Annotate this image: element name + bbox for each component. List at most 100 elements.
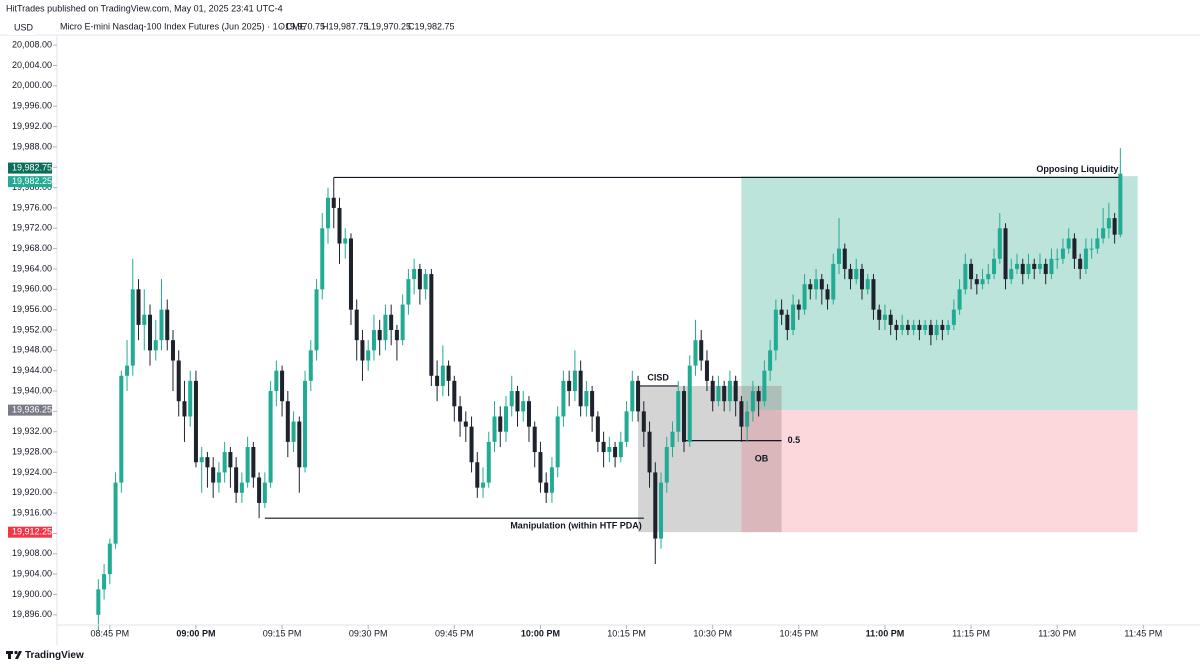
candle-body — [1089, 248, 1094, 250]
y-tick-label: 19,900.00 — [12, 589, 52, 599]
y-tick-label: 19,920.00 — [12, 487, 52, 497]
currency-box — [8, 20, 36, 35]
candle-body — [297, 421, 302, 468]
candle-body — [182, 401, 187, 417]
zone-box — [741, 410, 1138, 533]
candle-body — [452, 380, 457, 407]
y-tick-label: 19,996.00 — [12, 101, 52, 111]
candle-body — [257, 477, 262, 503]
candle-body — [900, 324, 905, 330]
candle-body — [509, 391, 514, 407]
price-label: 19,982.25 — [12, 176, 52, 186]
candle-body — [544, 482, 549, 493]
x-tick-label: 09:30 PM — [349, 628, 388, 638]
candle-body — [664, 446, 669, 483]
y-tick-label: 19,956.00 — [12, 304, 52, 314]
candle-body — [412, 268, 417, 280]
candle-body — [1078, 258, 1083, 269]
candle-body — [773, 309, 778, 351]
candle-body — [274, 370, 279, 392]
candle-body — [923, 324, 928, 330]
candle-body — [481, 482, 486, 488]
candle-body — [992, 258, 997, 275]
candle-body — [986, 274, 991, 280]
y-tick-label: 19,928.00 — [12, 446, 52, 456]
level-label: 0.5 — [788, 435, 801, 445]
candle-body — [590, 391, 595, 417]
y-tick-label: 19,948.00 — [12, 345, 52, 355]
candle-body — [463, 421, 468, 427]
y-tick-label: 19,968.00 — [12, 243, 52, 253]
candle-body — [176, 360, 181, 402]
candle-body — [630, 380, 635, 412]
candle-body — [1060, 248, 1065, 259]
candle-body — [291, 421, 296, 442]
candle-body — [859, 268, 864, 290]
candle-body — [842, 248, 847, 269]
level-label: Manipulation (within HTF PDA) — [510, 521, 641, 531]
candle-body — [814, 279, 819, 290]
candle-body — [561, 380, 566, 417]
brand-logo — [6, 650, 22, 659]
zone-box — [741, 176, 1138, 411]
candle-body — [882, 314, 887, 320]
y-tick-label: 19,992.00 — [12, 121, 52, 131]
candle-body — [779, 309, 784, 315]
y-tick-label: 19,952.00 — [12, 324, 52, 334]
y-tick-label: 19,960.00 — [12, 284, 52, 294]
candle-body — [486, 441, 491, 483]
candle-body — [1101, 228, 1106, 239]
candle-body — [848, 268, 853, 280]
candle-body — [383, 314, 388, 341]
candle-body — [119, 375, 124, 483]
candle-body — [102, 574, 107, 590]
candle-body — [251, 446, 256, 478]
candle-body — [526, 401, 531, 427]
y-tick-label: 19,932.00 — [12, 426, 52, 436]
candle-body — [308, 350, 313, 381]
candle-body — [354, 309, 359, 341]
y-tick-label: 19,916.00 — [12, 507, 52, 517]
candle-body — [802, 284, 807, 310]
candle-body — [1083, 248, 1088, 269]
candle-body — [113, 482, 118, 544]
candle-body — [549, 467, 554, 493]
candle-body — [601, 441, 606, 453]
candle-body — [934, 324, 939, 336]
candle-body — [515, 391, 520, 412]
candle-body — [371, 330, 376, 351]
candle-body — [584, 391, 589, 407]
candle-body — [1095, 238, 1100, 249]
candle-body — [595, 416, 600, 442]
ohlc-low: L19,970.25 — [366, 21, 411, 31]
candle-body — [969, 263, 974, 280]
candle-body — [521, 401, 526, 412]
candle-body — [745, 411, 750, 427]
level-label: Opposing Liquidity — [1036, 164, 1118, 174]
candle-body — [159, 309, 164, 341]
candle-body — [366, 350, 371, 361]
candle-body — [808, 284, 813, 290]
candle-body — [957, 289, 962, 310]
candle-body — [538, 452, 543, 483]
candle-body — [940, 324, 945, 330]
candle-body — [389, 314, 394, 330]
candle-body — [791, 304, 796, 330]
candle-body — [555, 416, 560, 468]
candle-body — [819, 279, 824, 290]
candle-body — [228, 452, 233, 468]
candle-body — [417, 268, 422, 290]
price-label-box — [8, 526, 52, 538]
candle-body — [917, 324, 922, 330]
candle-body — [687, 365, 692, 442]
candle-body — [1043, 263, 1048, 275]
candle-body — [733, 380, 738, 402]
y-tick-label: 20,004.00 — [12, 60, 52, 70]
y-tick-label: 20,008.00 — [12, 40, 52, 50]
candle-body — [130, 289, 135, 366]
y-tick-label: 20,000.00 — [12, 80, 52, 90]
candle-body — [980, 279, 985, 285]
price-label: 19,936.25 — [12, 404, 52, 414]
candle-body — [739, 401, 744, 427]
